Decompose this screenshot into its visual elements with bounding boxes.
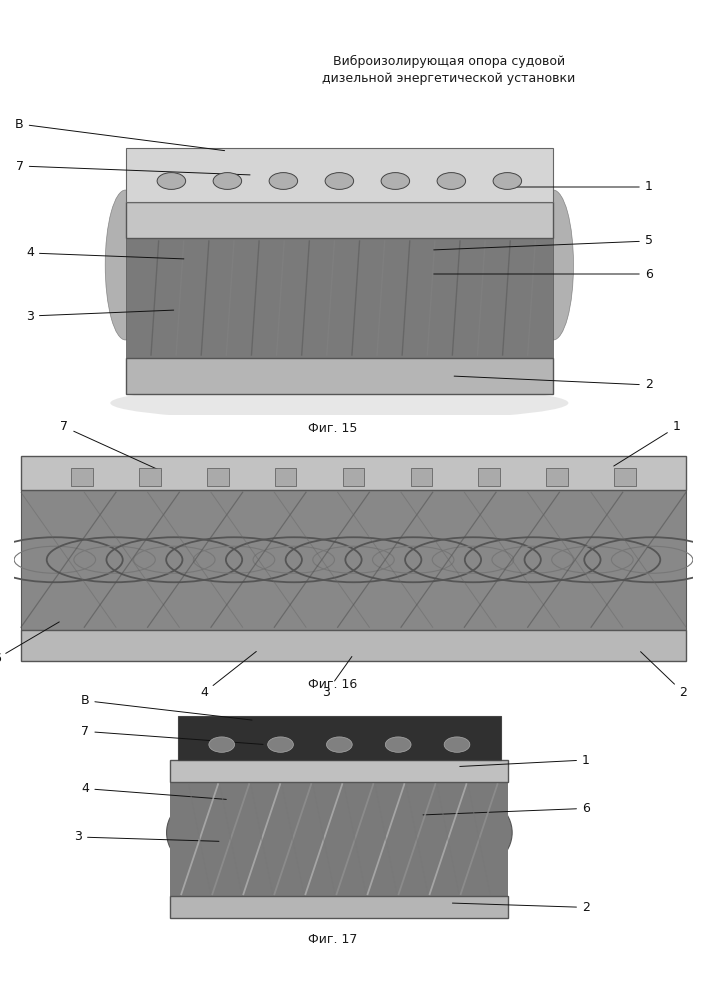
Text: 4: 4 (26, 246, 184, 259)
Circle shape (444, 737, 470, 752)
Text: 4: 4 (200, 651, 257, 699)
Text: Фиг. 17: Фиг. 17 (308, 933, 357, 946)
Text: 6: 6 (434, 267, 653, 280)
Circle shape (213, 173, 242, 189)
Text: 7: 7 (81, 725, 263, 744)
Circle shape (157, 173, 186, 189)
Text: 4: 4 (81, 782, 226, 799)
Circle shape (493, 173, 522, 189)
Text: 1: 1 (614, 420, 680, 466)
Circle shape (269, 173, 298, 189)
Text: 7: 7 (16, 159, 250, 175)
Circle shape (381, 173, 409, 189)
Text: 2: 2 (452, 901, 590, 914)
Bar (21, 490, 686, 630)
Circle shape (437, 173, 466, 189)
Bar (126, 202, 553, 238)
Text: 3: 3 (74, 830, 219, 844)
Text: Фиг. 16: Фиг. 16 (308, 678, 357, 691)
Bar (21, 456, 686, 490)
Bar (547, 468, 568, 486)
Bar (21, 630, 686, 661)
Text: B: B (81, 694, 252, 720)
Bar (207, 468, 228, 486)
Bar (126, 148, 553, 202)
Circle shape (209, 737, 235, 752)
Text: Фиг. 15: Фиг. 15 (308, 422, 357, 435)
Bar (71, 468, 93, 486)
Bar (170, 782, 508, 896)
Text: 7: 7 (60, 420, 161, 471)
Text: 3: 3 (322, 657, 352, 699)
Ellipse shape (110, 385, 568, 421)
Text: Виброизолирующая опора судовой: Виброизолирующая опора судовой (333, 55, 565, 68)
Text: 1: 1 (505, 180, 653, 194)
Bar (177, 716, 501, 760)
Bar (170, 760, 508, 782)
Text: 6: 6 (423, 802, 590, 815)
Text: дизельной энергетической установки: дизельной энергетической установки (322, 72, 575, 85)
Bar (411, 468, 432, 486)
Text: 1: 1 (460, 754, 590, 766)
Bar (614, 468, 636, 486)
Text: 6: 6 (0, 622, 59, 665)
Bar (126, 238, 553, 358)
Ellipse shape (167, 758, 512, 907)
Text: 2: 2 (454, 376, 653, 391)
Bar (139, 468, 160, 486)
Ellipse shape (105, 190, 146, 340)
Text: 3: 3 (26, 310, 174, 322)
Text: B: B (15, 117, 225, 151)
Circle shape (325, 173, 354, 189)
Circle shape (268, 737, 293, 752)
Bar (126, 358, 553, 394)
Circle shape (385, 737, 411, 752)
Bar (343, 468, 364, 486)
Bar (479, 468, 500, 486)
Text: 2: 2 (641, 652, 687, 699)
Bar (275, 468, 296, 486)
Bar (170, 896, 508, 918)
Circle shape (327, 737, 352, 752)
Text: 5: 5 (434, 234, 653, 250)
Ellipse shape (533, 190, 573, 340)
